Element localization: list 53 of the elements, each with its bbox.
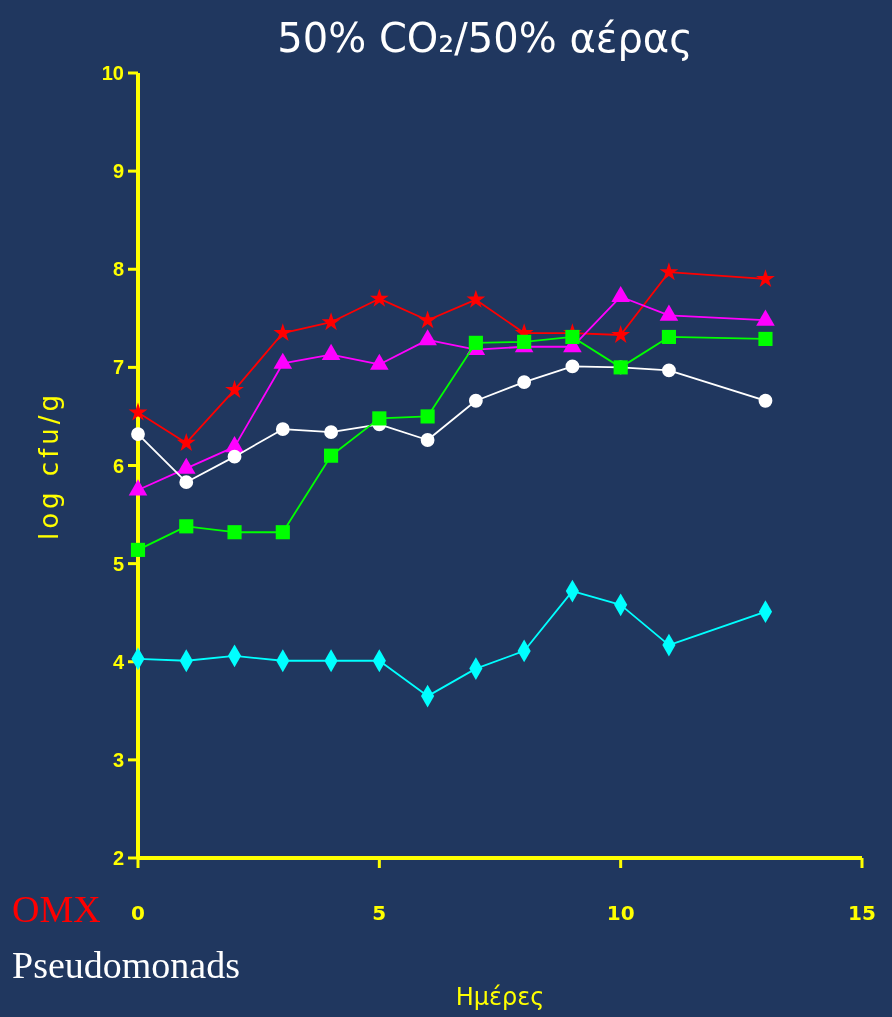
point [273,323,293,342]
point [130,542,146,557]
y-tick-label: 8 [112,258,124,281]
point [418,329,437,346]
x-tick-label: 10 [606,901,635,925]
point [468,335,483,350]
point [324,448,339,463]
point [275,525,290,540]
point [418,310,438,329]
chart-title: 50% CO₂/50% αέρας [277,15,693,61]
y-tick-label: 4 [112,650,125,673]
point [324,425,338,440]
point [468,393,483,408]
point [466,289,486,308]
point [369,288,389,307]
x-tick-label: 5 [372,901,387,925]
point [420,433,435,447]
point [659,262,679,281]
y-tick-label: 9 [112,160,124,183]
y-tick-label: 2 [112,847,124,869]
y-tick-label: 5 [112,552,124,575]
point [227,525,242,540]
point [179,475,194,490]
y-tick-label: 7 [112,356,124,379]
y-tick-label: 3 [112,748,124,771]
point [517,375,532,389]
y-tick-label: 10 [101,62,124,84]
point [565,359,580,374]
x-tick-label: 0 [131,901,145,925]
point [131,427,145,441]
point [227,449,242,464]
point [517,334,532,349]
point [321,312,341,331]
point [758,331,773,346]
point [611,325,631,343]
point [565,329,580,345]
x-axis-title: Ημέρες [455,983,545,1011]
y-axis-title: log cfu/g [34,390,64,541]
point [372,411,387,426]
x-tick-label: 15 [848,901,876,925]
point [128,402,148,421]
point [275,422,290,437]
point [225,380,244,398]
point [756,269,775,288]
point [662,363,676,378]
point [758,393,773,408]
y-tick-label: 6 [112,454,124,477]
point [661,329,676,345]
point [420,409,435,424]
text: OMX [12,888,101,930]
point [179,519,194,534]
point [176,433,196,451]
text: Pseudomonads [12,944,240,986]
